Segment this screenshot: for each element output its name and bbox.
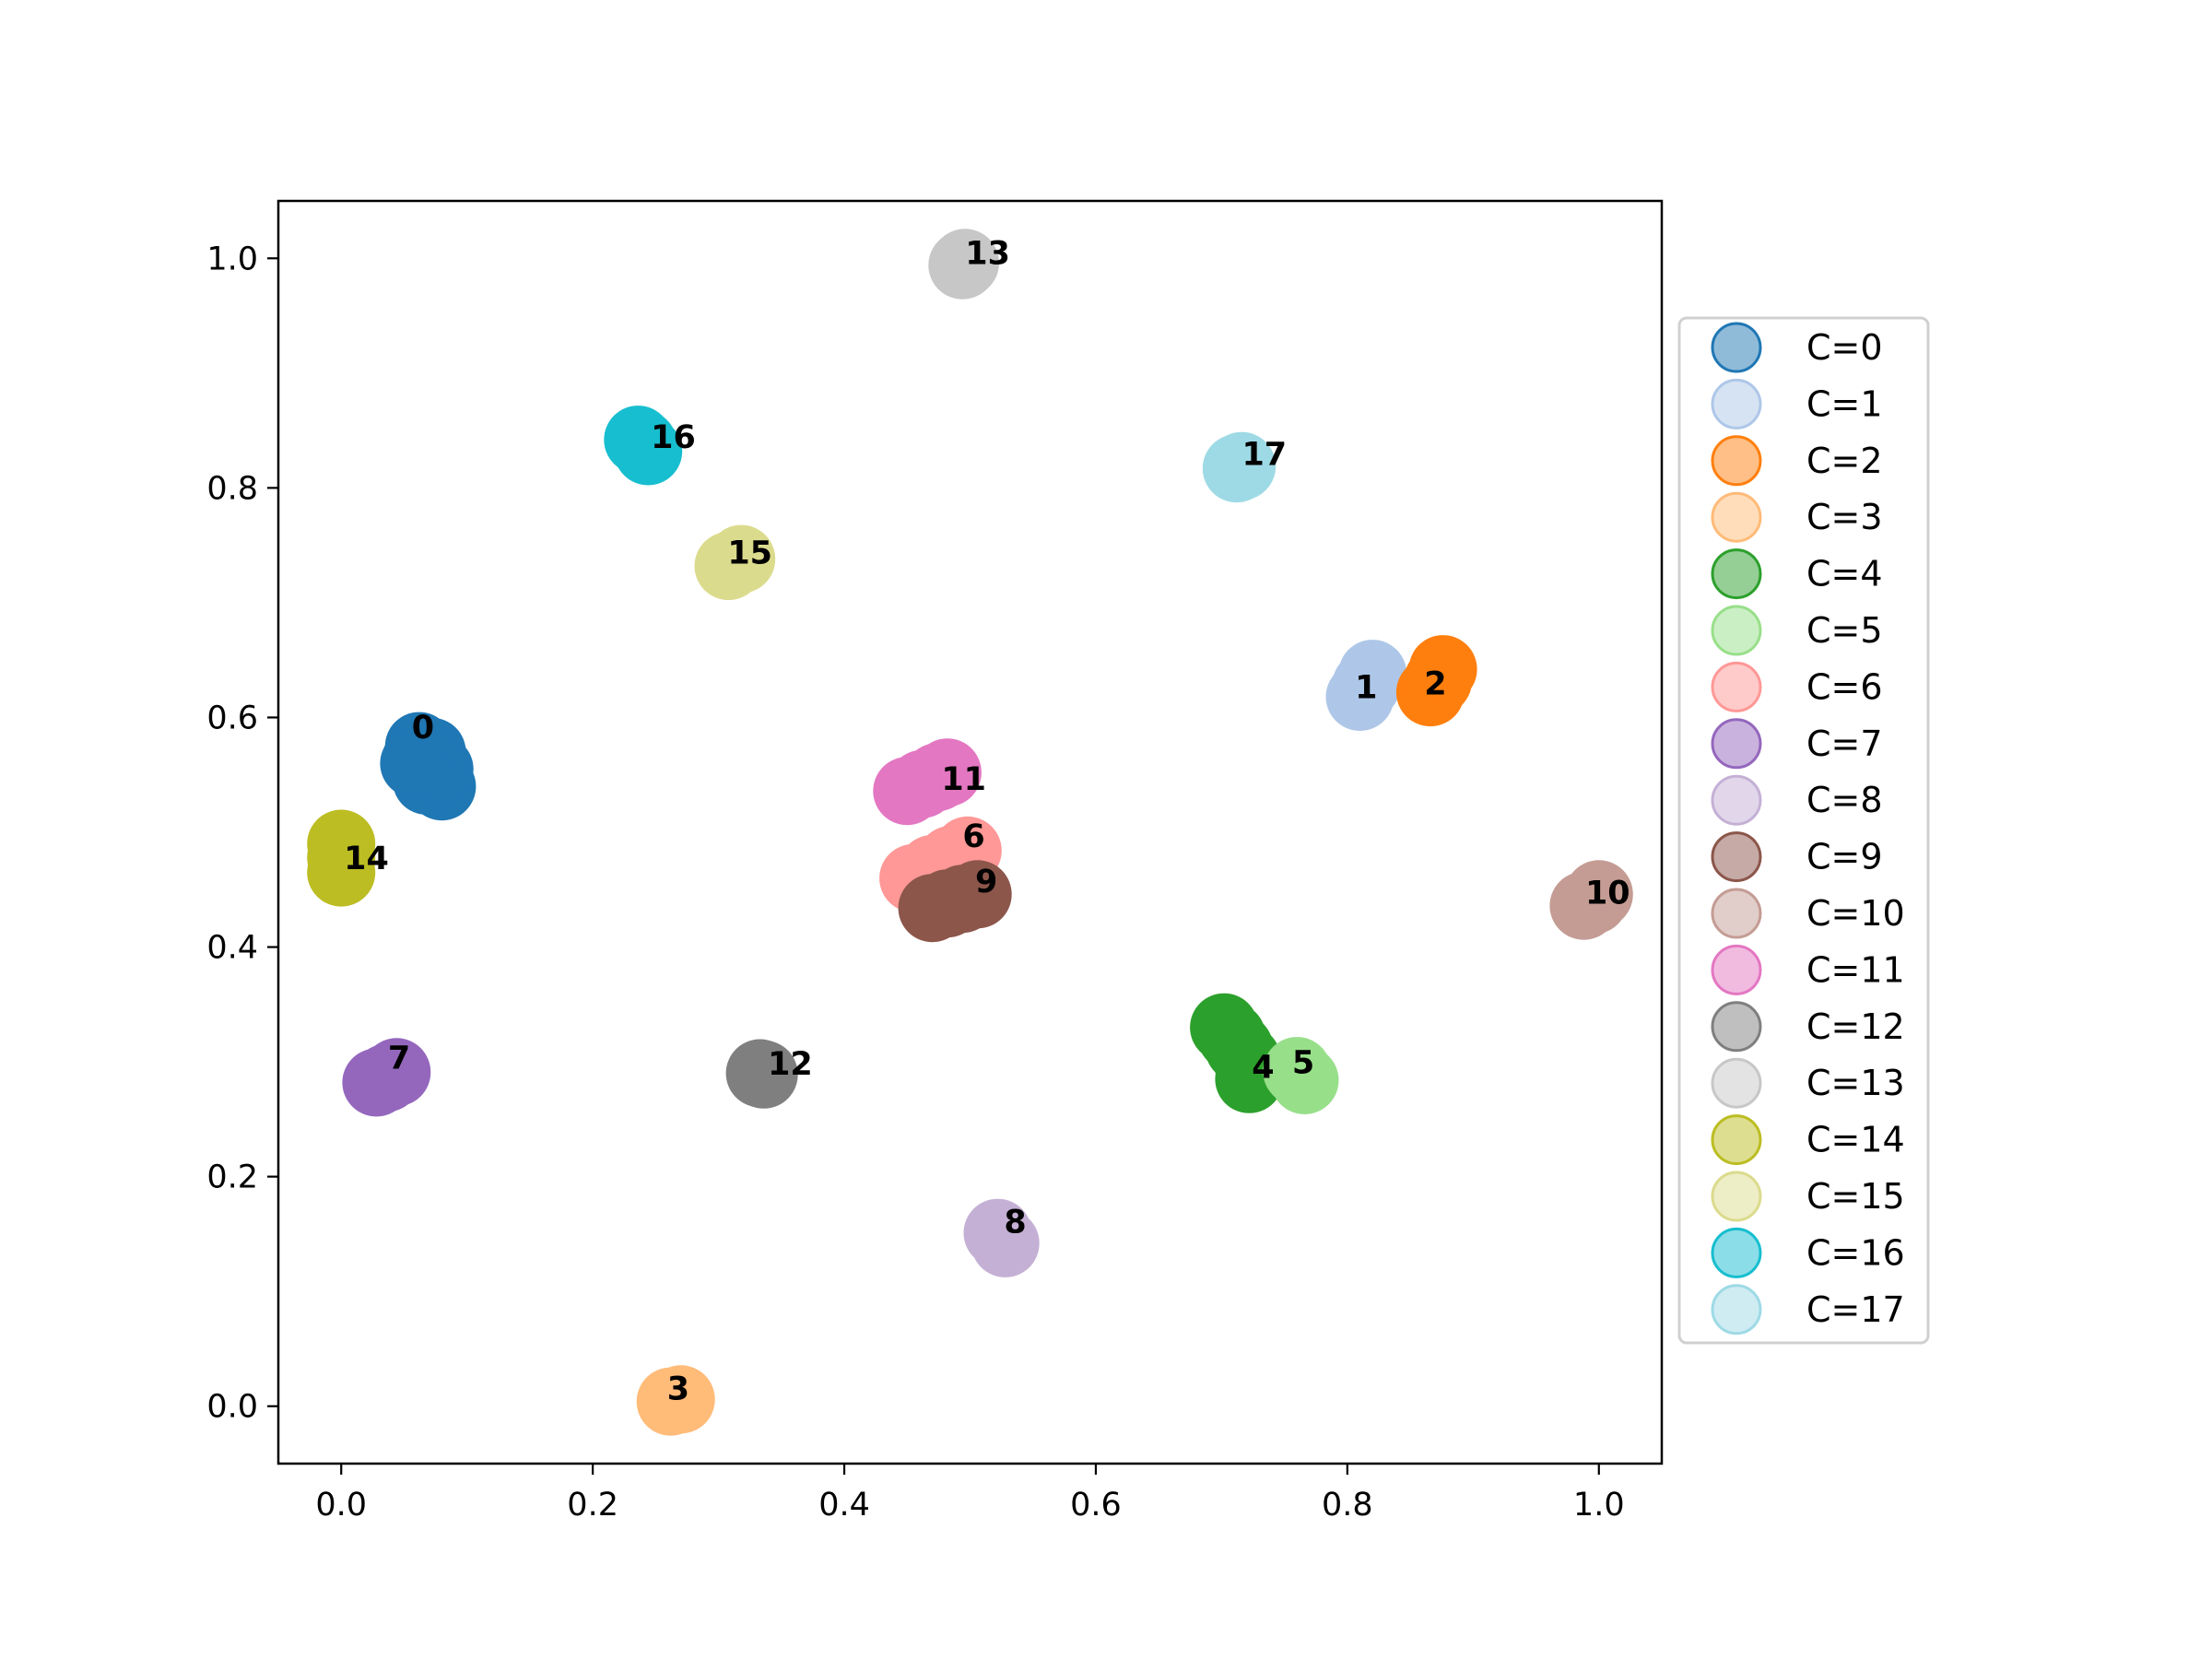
legend-marker-3 bbox=[1711, 491, 1762, 543]
legend-label-9: C=9 bbox=[1806, 837, 1883, 877]
cluster-label-16: 16 bbox=[651, 419, 696, 456]
legend-label-14: C=14 bbox=[1806, 1120, 1905, 1160]
legend-marker-5 bbox=[1711, 605, 1762, 656]
cluster-16-point-2 bbox=[608, 410, 677, 478]
legend-label-4: C=4 bbox=[1806, 554, 1883, 594]
legend-marker-15 bbox=[1711, 1171, 1762, 1222]
y-axis: 0.0 0.2 0.4 0.6 0.8 1.0 bbox=[206, 241, 278, 1426]
cluster-13-point-1 bbox=[931, 229, 999, 298]
legend-marker-4 bbox=[1711, 548, 1762, 600]
legend-label-16: C=16 bbox=[1806, 1232, 1905, 1273]
cluster-9-point-3 bbox=[943, 860, 1012, 929]
y-tick-label: 0.4 bbox=[206, 930, 258, 967]
legend-marker-2 bbox=[1711, 435, 1762, 487]
cluster-12-point-1 bbox=[729, 1040, 798, 1109]
cluster-label-9: 9 bbox=[975, 864, 997, 900]
x-tick-label: 0.0 bbox=[315, 1487, 367, 1524]
cluster-label-14: 14 bbox=[344, 841, 389, 877]
cluster-10-point-2 bbox=[1564, 860, 1633, 929]
cluster-label-8: 8 bbox=[1004, 1205, 1026, 1241]
y-tick-label: 1.0 bbox=[206, 241, 258, 277]
legend-marker-17 bbox=[1711, 1284, 1762, 1335]
legend-label-10: C=10 bbox=[1806, 893, 1905, 934]
legend-marker-16 bbox=[1711, 1227, 1762, 1278]
legend: C=0 C=1 C=2 C=3 C=4 C=5 C=6 C=7 C=8 C=9 C=10 C=11 C=… bbox=[1677, 316, 1930, 1345]
legend-label-13: C=13 bbox=[1806, 1063, 1905, 1103]
legend-label-1: C=1 bbox=[1806, 383, 1883, 424]
y-tick-label: 0.6 bbox=[206, 700, 258, 736]
cluster-5-point-1 bbox=[1270, 1046, 1339, 1114]
cluster-2-point-2 bbox=[1408, 635, 1477, 704]
cluster-label-17: 17 bbox=[1241, 437, 1287, 474]
legend-marker-9 bbox=[1711, 831, 1762, 883]
legend-label-15: C=15 bbox=[1806, 1176, 1905, 1217]
cluster-label-13: 13 bbox=[965, 236, 1010, 273]
cluster-8-point-1 bbox=[971, 1208, 1040, 1277]
cluster-label-2: 2 bbox=[1424, 666, 1446, 703]
legend-label-7: C=7 bbox=[1806, 724, 1883, 764]
plot-frame bbox=[276, 199, 1664, 1465]
y-tick-label: 0.8 bbox=[206, 470, 258, 507]
x-tick-label: 0.8 bbox=[1322, 1487, 1373, 1524]
legend-marker-13 bbox=[1711, 1057, 1762, 1109]
legend-label-5: C=5 bbox=[1806, 610, 1883, 651]
legend-label-12: C=12 bbox=[1806, 1006, 1905, 1047]
cluster-label-1: 1 bbox=[1355, 669, 1377, 706]
cluster-label-15: 15 bbox=[727, 535, 772, 572]
x-tick-label: 1.0 bbox=[1573, 1487, 1625, 1524]
y-tick-label: 0.2 bbox=[206, 1159, 258, 1196]
cluster-label-3: 3 bbox=[667, 1371, 689, 1407]
legend-marker-11 bbox=[1711, 944, 1762, 995]
cluster-11-point-3 bbox=[912, 738, 982, 807]
legend-marker-1 bbox=[1711, 378, 1762, 429]
y-tick-label: 0.0 bbox=[206, 1389, 258, 1426]
legend-marker-10 bbox=[1711, 888, 1762, 939]
cluster-label-10: 10 bbox=[1585, 875, 1630, 912]
legend-label-0: C=0 bbox=[1806, 327, 1883, 368]
cluster-label-11: 11 bbox=[941, 761, 986, 798]
cluster-7-point-2 bbox=[362, 1038, 431, 1107]
x-axis: 0.0 0.2 0.4 0.6 0.8 1.0 bbox=[315, 1464, 1625, 1524]
x-tick-label: 0.2 bbox=[567, 1487, 618, 1524]
legend-marker-7 bbox=[1711, 718, 1762, 770]
cluster-label-5: 5 bbox=[1292, 1045, 1314, 1082]
legend-marker-8 bbox=[1711, 774, 1762, 826]
cluster-0-point-9 bbox=[380, 729, 449, 798]
x-tick-label: 0.4 bbox=[818, 1487, 870, 1524]
legend-marker-12 bbox=[1711, 1001, 1762, 1053]
x-tick-label: 0.6 bbox=[1070, 1487, 1122, 1524]
cluster-14-point-2 bbox=[307, 838, 376, 907]
cluster-17-point-1 bbox=[1207, 431, 1277, 500]
cluster-label-0: 0 bbox=[412, 710, 434, 747]
legend-label-3: C=3 bbox=[1806, 497, 1883, 537]
legend-label-8: C=8 bbox=[1806, 780, 1883, 820]
legend-marker-14 bbox=[1711, 1114, 1762, 1166]
cluster-label-6: 6 bbox=[962, 818, 984, 855]
cluster-label-12: 12 bbox=[768, 1046, 813, 1083]
legend-marker-6 bbox=[1711, 661, 1762, 712]
cluster-15-point-1 bbox=[707, 524, 776, 594]
cluster-1-point-2 bbox=[1338, 640, 1407, 709]
cluster-label-4: 4 bbox=[1252, 1050, 1274, 1087]
legend-label-17: C=17 bbox=[1806, 1289, 1905, 1330]
legend-label-11: C=11 bbox=[1806, 949, 1905, 990]
cluster-3-point-1 bbox=[646, 1365, 715, 1434]
legend-label-6: C=6 bbox=[1806, 666, 1883, 707]
legend-marker-0 bbox=[1711, 322, 1762, 373]
scatter-layer bbox=[307, 229, 1633, 1436]
cluster-label-7: 7 bbox=[388, 1041, 410, 1077]
legend-label-2: C=2 bbox=[1806, 441, 1883, 481]
